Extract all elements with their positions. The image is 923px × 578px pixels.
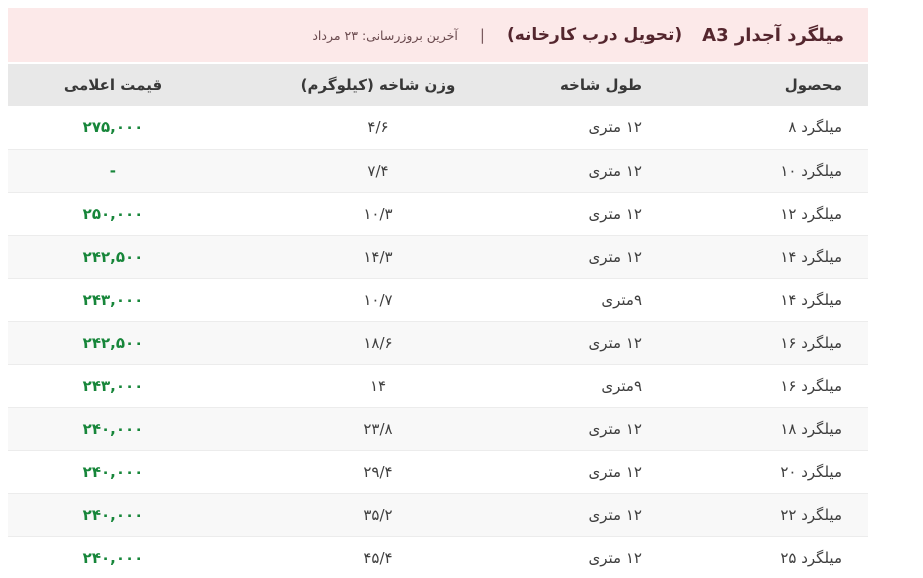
table-row: میلگرد ۸ ۱۲ متری ۴/۶ ۲۷۵,۰۰۰ — [0, 106, 860, 149]
table-row: میلگرد ۱۶ ۱۲ متری ۱۸/۶ ۲۴۲,۵۰۰ — [0, 321, 860, 364]
column-header-product: محصول — [660, 64, 860, 106]
price-cell: ۲۴۳,۰۰۰ — [0, 364, 210, 407]
product-cell: میلگرد ۱۰ — [660, 149, 860, 192]
column-header-length: طول شاخه — [530, 64, 660, 106]
weight-cell: ۴/۶ — [210, 106, 530, 149]
price-cell: ۲۴۰,۰۰۰ — [0, 493, 210, 536]
table-row: میلگرد ۱۶ ۹متری ۱۴ ۲۴۳,۰۰۰ — [0, 364, 860, 407]
price-cell: ۲۴۳,۰۰۰ — [0, 278, 210, 321]
length-cell: ۱۲ متری — [530, 149, 660, 192]
price-cell: ۲۴۰,۰۰۰ — [0, 536, 210, 578]
product-cell: میلگرد ۱۸ — [660, 407, 860, 450]
product-cell: میلگرد ۱۶ — [660, 321, 860, 364]
length-cell: ۹متری — [530, 364, 660, 407]
column-header-weight: وزن شاخه (کیلوگرم) — [210, 64, 530, 106]
weight-cell: ۱۴ — [210, 364, 530, 407]
length-cell: ۱۲ متری — [530, 493, 660, 536]
weight-cell: ۱۰/۳ — [210, 192, 530, 235]
column-header-price: قیمت اعلامی — [0, 64, 210, 106]
product-cell: میلگرد ۱۶ — [660, 364, 860, 407]
weight-cell: ۲۹/۴ — [210, 450, 530, 493]
product-title: میلگرد آجدار A3 — [694, 25, 836, 46]
length-cell: ۱۲ متری — [530, 106, 660, 149]
product-cell: میلگرد ۲۰ — [660, 450, 860, 493]
product-cell: میلگرد ۱۴ — [660, 235, 860, 278]
weight-cell: ۱۸/۶ — [210, 321, 530, 364]
length-cell: ۱۲ متری — [530, 450, 660, 493]
length-cell: ۱۲ متری — [530, 235, 660, 278]
table-row: میلگرد ۱۸ ۱۲ متری ۲۳/۸ ۲۴۰,۰۰۰ — [0, 407, 860, 450]
weight-cell: ۷/۴ — [210, 149, 530, 192]
rebar-price-table: محصول طول شاخه وزن شاخه (کیلوگرم) قیمت ا… — [0, 64, 860, 578]
table-row: میلگرد ۱۲ ۱۲ متری ۱۰/۳ ۲۵۰,۰۰۰ — [0, 192, 860, 235]
length-cell: ۱۲ متری — [530, 321, 660, 364]
price-cell: ۲۴۲,۵۰۰ — [0, 235, 210, 278]
weight-cell: ۲۳/۸ — [210, 407, 530, 450]
price-cell: ۲۷۵,۰۰۰ — [0, 106, 210, 149]
table-row: میلگرد ۱۴ ۱۲ متری ۱۴/۳ ۲۴۲,۵۰۰ — [0, 235, 860, 278]
weight-cell: ۳۵/۲ — [210, 493, 530, 536]
price-cell: ۲۴۰,۰۰۰ — [0, 450, 210, 493]
price-cell: ۲۴۲,۵۰۰ — [0, 321, 210, 364]
weight-cell: ۴۵/۴ — [210, 536, 530, 578]
weight-cell: ۱۰/۷ — [210, 278, 530, 321]
length-cell: ۱۲ متری — [530, 536, 660, 578]
table-row: میلگرد ۱۴ ۹متری ۱۰/۷ ۲۴۳,۰۰۰ — [0, 278, 860, 321]
table-row: میلگرد ۲۵ ۱۲ متری ۴۵/۴ ۲۴۰,۰۰۰ — [0, 536, 860, 578]
price-cell: - — [0, 149, 210, 192]
last-update-label: آخرین بروزرسانی: ۲۳ مرداد — [304, 28, 450, 43]
product-cell: میلگرد ۲۵ — [660, 536, 860, 578]
header-divider: | — [472, 26, 477, 44]
product-cell: میلگرد ۱۴ — [660, 278, 860, 321]
product-header-bar: میلگرد آجدار A3 (تحویل درب کارخانه) | آخ… — [0, 8, 860, 62]
product-cell: میلگرد ۲۲ — [660, 493, 860, 536]
table-header-row: محصول طول شاخه وزن شاخه (کیلوگرم) قیمت ا… — [0, 64, 860, 106]
weight-cell: ۱۴/۳ — [210, 235, 530, 278]
product-cell: میلگرد ۱۲ — [660, 192, 860, 235]
product-cell: میلگرد ۸ — [660, 106, 860, 149]
table-row: میلگرد ۱۰ ۱۲ متری ۷/۴ - — [0, 149, 860, 192]
price-table-page: میلگرد آجدار A3 (تحویل درب کارخانه) | آخ… — [0, 0, 868, 578]
delivery-note: (تحویل درب کارخانه) — [499, 25, 674, 45]
price-cell: ۲۵۰,۰۰۰ — [0, 192, 210, 235]
price-cell: ۲۴۰,۰۰۰ — [0, 407, 210, 450]
length-cell: ۱۲ متری — [530, 192, 660, 235]
table-row: میلگرد ۲۲ ۱۲ متری ۳۵/۲ ۲۴۰,۰۰۰ — [0, 493, 860, 536]
length-cell: ۱۲ متری — [530, 407, 660, 450]
length-cell: ۹متری — [530, 278, 660, 321]
table-row: میلگرد ۲۰ ۱۲ متری ۲۹/۴ ۲۴۰,۰۰۰ — [0, 450, 860, 493]
